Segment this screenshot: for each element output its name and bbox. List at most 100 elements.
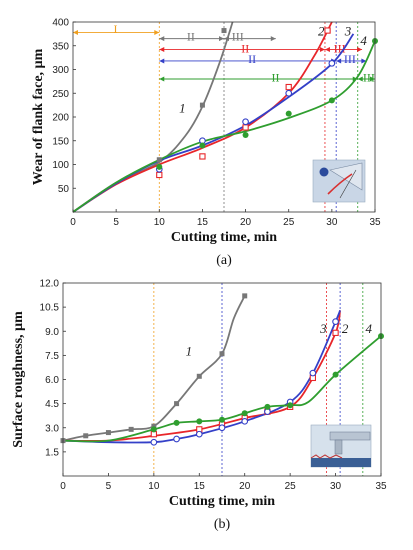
chart-b-y-tick-label: 7.5 [45, 351, 59, 362]
chart-b-x-tick-label: 25 [285, 481, 297, 492]
tool-inset-icon [310, 424, 372, 468]
chart-b-series-4-point [150, 426, 157, 433]
chart-a-x-tick-label: 20 [240, 217, 252, 228]
chart-b-x-tick-label: 20 [239, 481, 251, 492]
chart-b-x-tick-label: 15 [194, 481, 206, 492]
panel-label-a: (a) [216, 253, 232, 268]
chart-a-series-2-point [199, 153, 206, 160]
chart-b-series-1-point [105, 430, 111, 436]
chart-a-stage-label: II [271, 71, 279, 85]
chart-b-series-3-point [218, 424, 226, 432]
chart-a-stage-arrowhead [361, 58, 367, 64]
chart-b-series-4-point [241, 410, 248, 417]
chart-a-stage-label: II [187, 30, 195, 44]
chart-b-series-3-point [241, 417, 249, 425]
chart-a-xlabel: Cutting time, min [171, 230, 277, 245]
chart-b-y-tick-label: 12.0 [40, 279, 60, 290]
chart-a-stage-label: III [344, 52, 356, 66]
chart-a-y-tick-label: 350 [52, 41, 69, 52]
chart-b-y-tick-label: 6.0 [45, 375, 59, 386]
chart-b-x-tick-label: 35 [375, 481, 387, 492]
chart-a-stage-label: II [241, 42, 249, 56]
chart-a-stage-arrowhead [73, 29, 78, 35]
chart-a-stage-arrowhead [154, 29, 160, 35]
chart-a-stage-arrowhead [159, 36, 165, 42]
chart-a-series-3-point [328, 59, 336, 67]
chart-a-series-3-point [242, 118, 249, 126]
chart-a-stage-arrowhead [159, 58, 165, 64]
chart-b-series-3-point [150, 438, 158, 446]
chart-b-series-4-point [287, 402, 294, 409]
chart-b-ylabel: Surface roughness, µm [11, 311, 26, 448]
chart-a-stage-label: III [363, 71, 375, 85]
chart-a-series-2-point [285, 83, 292, 91]
chart-a-curve-label: 1 [179, 100, 186, 115]
chart-a-x-tick-label: 15 [197, 217, 209, 228]
chart-b-series-3-point [309, 369, 317, 377]
chart-a-series-2-point [324, 27, 331, 34]
chart-b-x-tick-label: 5 [106, 481, 112, 492]
chart-a-y-tick-label: 300 [52, 65, 69, 76]
chart-a-stage-arrowhead [357, 76, 363, 82]
chart-b-y-tick-label: 9.0 [45, 327, 59, 338]
chart-a-x-tick-label: 0 [70, 217, 76, 228]
chart-b-series-4-line [62, 335, 382, 443]
chart-a-x-tick-label: 30 [326, 217, 338, 228]
chart-a-stage-label: II [248, 52, 256, 66]
chart-a-y-tick-label: 50 [58, 184, 70, 195]
chart-a-x-tick-label: 5 [113, 217, 119, 228]
chart-b-x-tick-label: 0 [60, 481, 66, 492]
chart-a-stage-arrowhead [159, 47, 165, 53]
chart-b-y-tick-label: 1.5 [45, 447, 59, 458]
chart-b: 1 3 2 4 0 5 10 15 20 25 30 35 1.5 3.0 4.5 6.0 7.5 9.0 10.… [11, 279, 387, 533]
chart-a-series-1-point [156, 157, 162, 163]
chart-a-series-3-point [285, 89, 293, 97]
chart-a-stage-arrowhead [319, 47, 325, 53]
chart-a-curve-label: 2 [318, 23, 325, 38]
chart-a-stage-label: I [114, 22, 118, 36]
chart-b-curve-label: 4 [366, 321, 373, 336]
chart-a-series-2-point [156, 171, 163, 179]
chart-b-y-tick-label: 10.5 [40, 303, 60, 314]
chart-b-series-4-point [264, 403, 271, 410]
chart-b-series-1-point [128, 426, 134, 432]
chart-b-series-2-point [150, 431, 158, 438]
chart-a-series-4-point [285, 110, 292, 117]
chart-a-y-tick-label: 200 [52, 113, 69, 124]
chart-b-y-tick-label: 4.5 [45, 399, 59, 410]
chart-b-curve-label: 2 [342, 321, 349, 336]
chart-a-stage-arrowhead [357, 47, 363, 53]
chart-a-series-2-point [242, 124, 249, 131]
chart-a-x-tick-label: 10 [154, 217, 166, 228]
chart-a-x-tick-label: 25 [283, 217, 295, 228]
chart-a-x-tick-label: 35 [369, 217, 381, 228]
chart-b-series-1-line [62, 295, 246, 442]
chart-b-series-3-point [332, 318, 339, 325]
chart-b-curve-label: 1 [186, 343, 193, 358]
chart-a-curve-label: 4 [360, 33, 367, 48]
chart-a-y-tick-label: 100 [52, 160, 69, 171]
chart-a-series-4-line [72, 40, 376, 213]
chart-b-series-4-point [219, 416, 225, 423]
chart-a-stage-arrowhead [324, 47, 330, 53]
chart-b-series-1-point [151, 423, 157, 429]
chart-b-series-3-point [195, 430, 203, 438]
chart-b-series-1-point [174, 401, 180, 407]
chart-b-xlabel: Cutting time, min [169, 494, 275, 509]
chart-a-series-4-point [242, 132, 249, 139]
panel-label-b: (b) [214, 517, 231, 532]
chart-a-series-4-point [156, 163, 163, 170]
chart-b-series-4-point [196, 418, 203, 425]
chart-a-y-tick-label: 250 [52, 89, 69, 100]
chart-a-y-tick-label: 400 [52, 18, 69, 29]
chart-b-series-3-point [173, 435, 180, 443]
chart-a-stage-arrowhead [159, 76, 165, 82]
chart-b-curve-label: 3 [319, 321, 327, 336]
chart-a-series-4-point [199, 142, 206, 149]
chart-a-ylabel: Wear of flank face, µm [31, 48, 46, 185]
chart-a-stage-arrowhead [336, 58, 342, 64]
chart-b-series-1-point [219, 351, 225, 357]
chart-b-series-1-point [242, 293, 248, 299]
chart-a-series-1-line [72, 21, 234, 213]
